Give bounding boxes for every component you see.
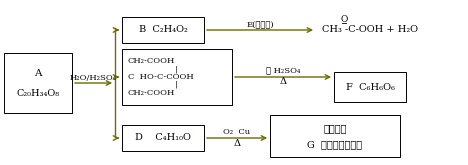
FancyBboxPatch shape bbox=[122, 125, 204, 151]
Text: CH₂-COOH: CH₂-COOH bbox=[128, 89, 176, 97]
Text: E(氧化剑): E(氧化剑) bbox=[246, 21, 274, 29]
FancyBboxPatch shape bbox=[122, 49, 232, 105]
Text: CH₃ -C-OOH + H₂O: CH₃ -C-OOH + H₂O bbox=[322, 26, 418, 34]
Text: |: | bbox=[175, 65, 178, 73]
Text: 无支链，: 无支链， bbox=[323, 124, 347, 133]
Text: A: A bbox=[34, 69, 42, 79]
Text: C  HO-C-COOH: C HO-C-COOH bbox=[128, 73, 194, 81]
Text: |: | bbox=[175, 81, 178, 89]
Text: B  C₂H₄O₂: B C₂H₄O₂ bbox=[139, 26, 187, 34]
Text: CH₂-COOH: CH₂-COOH bbox=[128, 57, 176, 65]
Text: C₂₀H₃₄O₈: C₂₀H₃₄O₈ bbox=[16, 89, 59, 98]
Text: D    C₄H₁₀O: D C₄H₁₀O bbox=[135, 133, 191, 143]
Text: Δ: Δ bbox=[279, 78, 286, 86]
Text: G  能发生銀镜反应: G 能发生銀镜反应 bbox=[307, 140, 363, 149]
Text: O₂  Cu: O₂ Cu bbox=[223, 128, 250, 136]
FancyBboxPatch shape bbox=[270, 115, 400, 157]
Text: O: O bbox=[340, 16, 348, 24]
Text: 浓 H₂SO₄: 浓 H₂SO₄ bbox=[266, 67, 300, 75]
FancyBboxPatch shape bbox=[4, 53, 72, 113]
Text: F  C₆H₆O₆: F C₆H₆O₆ bbox=[345, 82, 395, 92]
FancyBboxPatch shape bbox=[334, 72, 406, 102]
Text: Δ: Δ bbox=[234, 138, 241, 148]
FancyBboxPatch shape bbox=[122, 17, 204, 43]
Text: H₂O/H₂SO₄: H₂O/H₂SO₄ bbox=[70, 74, 117, 82]
